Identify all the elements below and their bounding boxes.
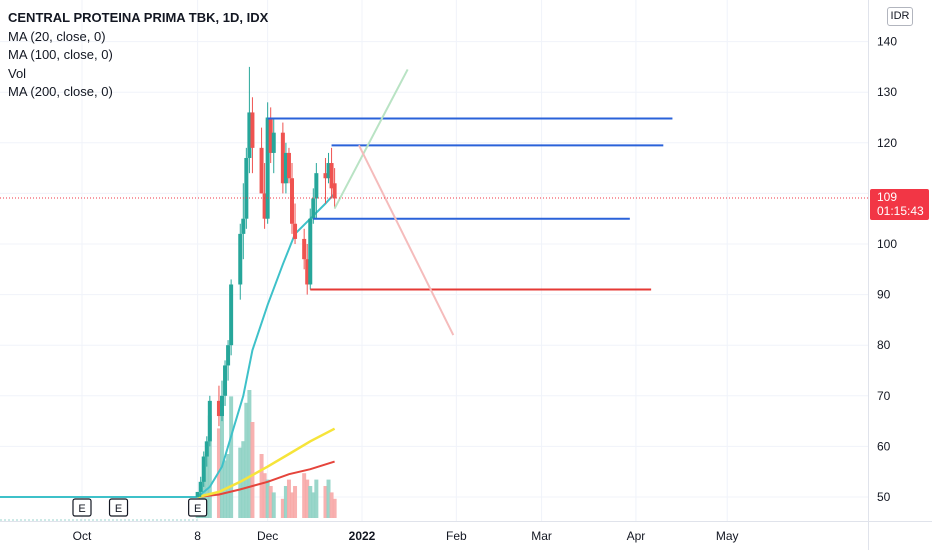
ma200-line — [197, 460, 335, 498]
candle-body — [220, 395, 224, 417]
candle-body — [271, 132, 276, 153]
volume-bar — [311, 492, 316, 518]
volume-bar — [280, 498, 285, 518]
volume-bar — [244, 402, 249, 518]
volume-bar — [259, 454, 264, 518]
legend-item-ma200: MA (200, close, 0) — [8, 84, 113, 99]
earnings-marker-label: E — [194, 503, 201, 515]
volume-bar — [332, 498, 337, 518]
candle-body — [201, 456, 206, 482]
candle-body — [286, 152, 291, 179]
volume-bar — [247, 390, 252, 518]
last-price-value: 109 — [877, 190, 898, 204]
candle-body — [195, 491, 200, 497]
candle-body — [250, 112, 255, 148]
candle-body — [290, 178, 294, 224]
candle-body — [332, 183, 337, 199]
earnings-marker — [108, 498, 129, 517]
candle-body — [265, 117, 270, 219]
volume-bar — [308, 486, 313, 518]
candle-body — [259, 147, 264, 194]
volume-bar — [262, 473, 267, 518]
symbol-title: CENTRAL PROTEINA PRIMA TBK, 1D, IDX — [8, 10, 269, 25]
price-tick-label: 140 — [877, 35, 897, 49]
volume-bar — [286, 479, 291, 518]
earnings-marker — [72, 498, 92, 517]
bar-countdown: 01:15:43 — [877, 204, 924, 218]
candle-body — [216, 400, 221, 417]
candle-body — [283, 152, 288, 184]
ma100-line — [197, 427, 336, 499]
price-tick-label: 130 — [877, 85, 897, 99]
time-tick-label: Apr — [627, 529, 646, 543]
price-tick-label: 70 — [877, 389, 891, 403]
candle-body — [329, 163, 334, 189]
drawing-trend-line — [333, 68, 409, 210]
volume-bar — [305, 479, 310, 518]
candle-body — [268, 117, 273, 153]
candle-body — [238, 233, 243, 285]
earnings-marker-label: E — [115, 503, 122, 515]
candle-body — [241, 218, 246, 234]
volume-bar — [314, 479, 319, 518]
last-price-tag: 109 01:15:43 — [870, 189, 929, 220]
price-tick-label: 50 — [877, 490, 891, 504]
legend-item-vol: Vol — [8, 65, 27, 81]
candle-body — [229, 284, 234, 346]
volume-bar — [302, 473, 307, 518]
candle-body — [314, 173, 319, 199]
volume-bar — [265, 479, 270, 518]
time-tick-label: May — [716, 529, 739, 543]
earnings-marker — [188, 498, 208, 517]
price-tick-label: 80 — [877, 338, 891, 352]
time-tick-label: Oct — [73, 529, 92, 543]
candle-body — [293, 223, 298, 239]
time-tick-label: Feb — [446, 529, 467, 543]
volume-bar — [268, 486, 273, 518]
currency-badge[interactable]: IDR — [887, 7, 913, 26]
candle-body — [308, 218, 313, 285]
drawing-trend-line — [358, 144, 455, 336]
candle-body — [305, 259, 310, 285]
volume-bar — [204, 454, 209, 518]
volume-bar — [283, 486, 288, 518]
volume-bar — [293, 486, 298, 518]
time-tick-label: Dec — [257, 529, 278, 543]
volume-bar — [323, 486, 328, 518]
price-tick-label: 90 — [877, 288, 891, 302]
legend-item-ma100: MA (100, close, 0) — [8, 47, 113, 62]
price-tick-label: 60 — [877, 439, 891, 453]
time-tick-label: Mar — [531, 529, 552, 543]
volume-bar — [329, 492, 334, 518]
time-tick-label: 2022 — [349, 529, 376, 543]
candle-body — [207, 400, 212, 442]
candle-body — [280, 132, 285, 184]
legend-item-ma20: MA (20, close, 0) — [8, 28, 106, 44]
candle-body — [302, 238, 307, 260]
price-tick-label: 100 — [877, 237, 897, 251]
price-tick-label: 120 — [877, 136, 897, 150]
time-tick-label: 8 — [194, 529, 201, 543]
candle-body — [244, 157, 249, 219]
chart-legend: CENTRAL PROTEINA PRIMA TBK, 1D, IDX MA (… — [8, 9, 268, 102]
earnings-marker-label: E — [78, 503, 85, 515]
volume-bar — [326, 479, 331, 518]
candle-body — [223, 365, 228, 396]
volume-bar — [229, 396, 234, 518]
candle-body — [204, 441, 209, 457]
candle-body — [262, 193, 267, 219]
volume-bar — [226, 454, 231, 518]
candle-body — [226, 345, 231, 366]
candle-body — [198, 481, 203, 492]
candle-body — [326, 163, 331, 179]
candle-body — [323, 173, 328, 179]
volume-bar — [207, 415, 212, 518]
volume-bar — [271, 492, 276, 518]
candle-body — [311, 198, 316, 219]
volume-bar — [250, 422, 255, 518]
volume-bar — [290, 492, 294, 518]
candle-body — [247, 112, 252, 158]
